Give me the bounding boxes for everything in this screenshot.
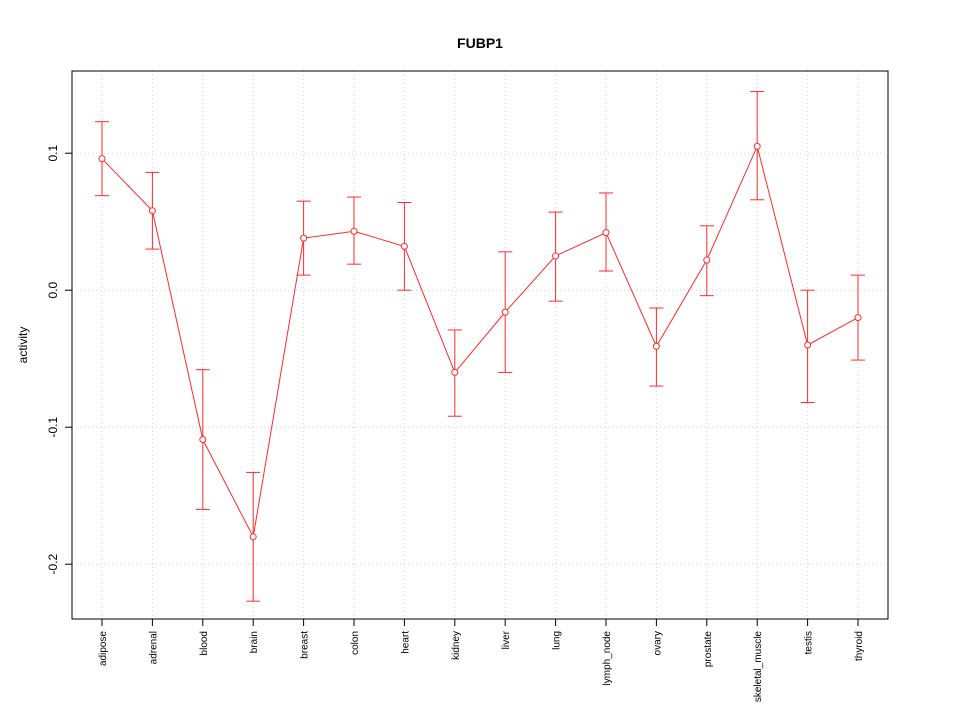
- data-point: [249, 533, 257, 541]
- x-tick-label: ovary: [652, 631, 663, 655]
- y-tick-label: -0.1: [46, 417, 60, 438]
- x-tick-label: thyroid: [854, 631, 865, 661]
- grid-lines: [72, 71, 888, 619]
- data-point: [854, 314, 862, 322]
- x-tick-label: lung: [552, 631, 563, 650]
- series-line: [101, 144, 859, 539]
- x-tick-label: liver: [501, 630, 512, 649]
- x-tick-label: prostate: [703, 631, 714, 668]
- x-tick-label: lymph_node: [602, 631, 613, 686]
- plot-area-frame: [71, 70, 889, 620]
- x-tick-label: breast: [300, 631, 311, 659]
- x-tick-label: skeletal_muscle: [753, 631, 764, 703]
- x-tick-label: testis: [804, 631, 815, 654]
- data-point: [804, 341, 812, 349]
- data-point: [602, 229, 610, 237]
- chart-title: FUBP1: [457, 35, 503, 51]
- data-point: [501, 308, 509, 316]
- x-tick-label: adipose: [98, 631, 109, 666]
- data-point: [652, 342, 660, 350]
- data-point: [199, 436, 207, 444]
- axes: -0.2 -0.1 0.0 0.1 adipose adrenal blood brain br…: [46, 145, 865, 703]
- x-tick-label: adrenal: [148, 631, 159, 664]
- data-point: [451, 368, 459, 376]
- data-point: [98, 155, 106, 163]
- y-tick-label: 0.1: [46, 145, 60, 162]
- data-point: [350, 227, 358, 235]
- x-tick-label: kidney: [451, 631, 462, 660]
- data-point: [148, 207, 156, 215]
- x-tick-label: blood: [199, 631, 210, 655]
- x-tick-label: brain: [249, 631, 260, 653]
- y-axis-label: activity: [16, 327, 30, 364]
- data-point: [753, 142, 761, 150]
- data-point: [552, 252, 560, 260]
- data-series: [95, 91, 865, 602]
- data-point: [400, 242, 408, 250]
- x-tick-label: colon: [350, 631, 361, 655]
- y-tick-label: -0.2: [46, 554, 60, 575]
- x-tick-label: heart: [400, 631, 411, 654]
- y-tick-label: 0.0: [46, 282, 60, 299]
- data-point: [300, 234, 308, 242]
- data-point: [703, 256, 711, 264]
